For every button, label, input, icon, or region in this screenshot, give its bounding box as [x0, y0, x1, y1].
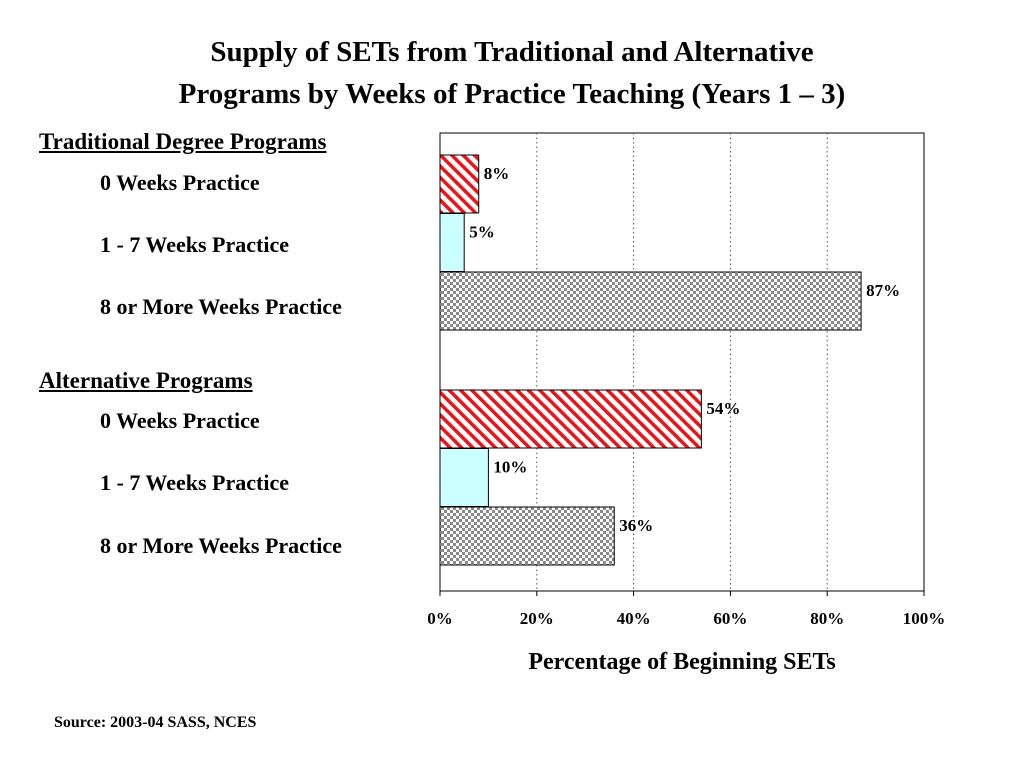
- x-tick-label: 20%: [520, 609, 554, 628]
- x-tick-label: 60%: [713, 609, 747, 628]
- bar-traditional-0: [439, 154, 480, 214]
- bar-alternative-2: [439, 506, 615, 566]
- category-label-alternative-8-plus-weeks: 8 or More Weeks Practice: [100, 533, 342, 558]
- bar-value-label: 54%: [706, 399, 740, 418]
- bar-traditional-2: [439, 271, 862, 331]
- x-tick-label: 0%: [427, 609, 453, 628]
- group-heading-traditional: Traditional Degree Programs: [39, 129, 327, 154]
- x-tick-label: 100%: [903, 609, 946, 628]
- category-label-alternative-0-weeks: 0 Weeks Practice: [100, 408, 260, 433]
- category-label-traditional-0-weeks: 0 Weeks Practice: [100, 170, 260, 195]
- bar-value-label: 87%: [866, 281, 900, 300]
- x-tick-label: 80%: [810, 609, 844, 628]
- bar-value-label: 5%: [469, 223, 495, 242]
- x-tick-label: 40%: [617, 609, 651, 628]
- category-label-traditional-1-7-weeks: 1 - 7 Weeks Practice: [100, 232, 289, 257]
- source-note: Source: 2003-04 SASS, NCES: [54, 714, 257, 731]
- bar-value-label: 36%: [619, 516, 653, 535]
- bar-value-label: 10%: [493, 458, 527, 477]
- bar-traditional-1: [439, 213, 465, 272]
- category-label-alternative-1-7-weeks: 1 - 7 Weeks Practice: [100, 470, 289, 495]
- chart-title-line-1: Supply of SETs from Traditional and Alte…: [210, 36, 814, 68]
- bar-alternative-1: [439, 448, 489, 507]
- chart-title-line-2: Programs by Weeks of Practice Teaching (…: [178, 78, 846, 110]
- x-axis-label: Percentage of Beginning SETs: [528, 649, 836, 675]
- bar-alternative-0: [439, 389, 702, 449]
- category-label-traditional-8-plus-weeks: 8 or More Weeks Practice: [100, 294, 342, 319]
- group-heading-alternative: Alternative Programs: [39, 368, 253, 393]
- bar-value-label: 8%: [484, 164, 510, 183]
